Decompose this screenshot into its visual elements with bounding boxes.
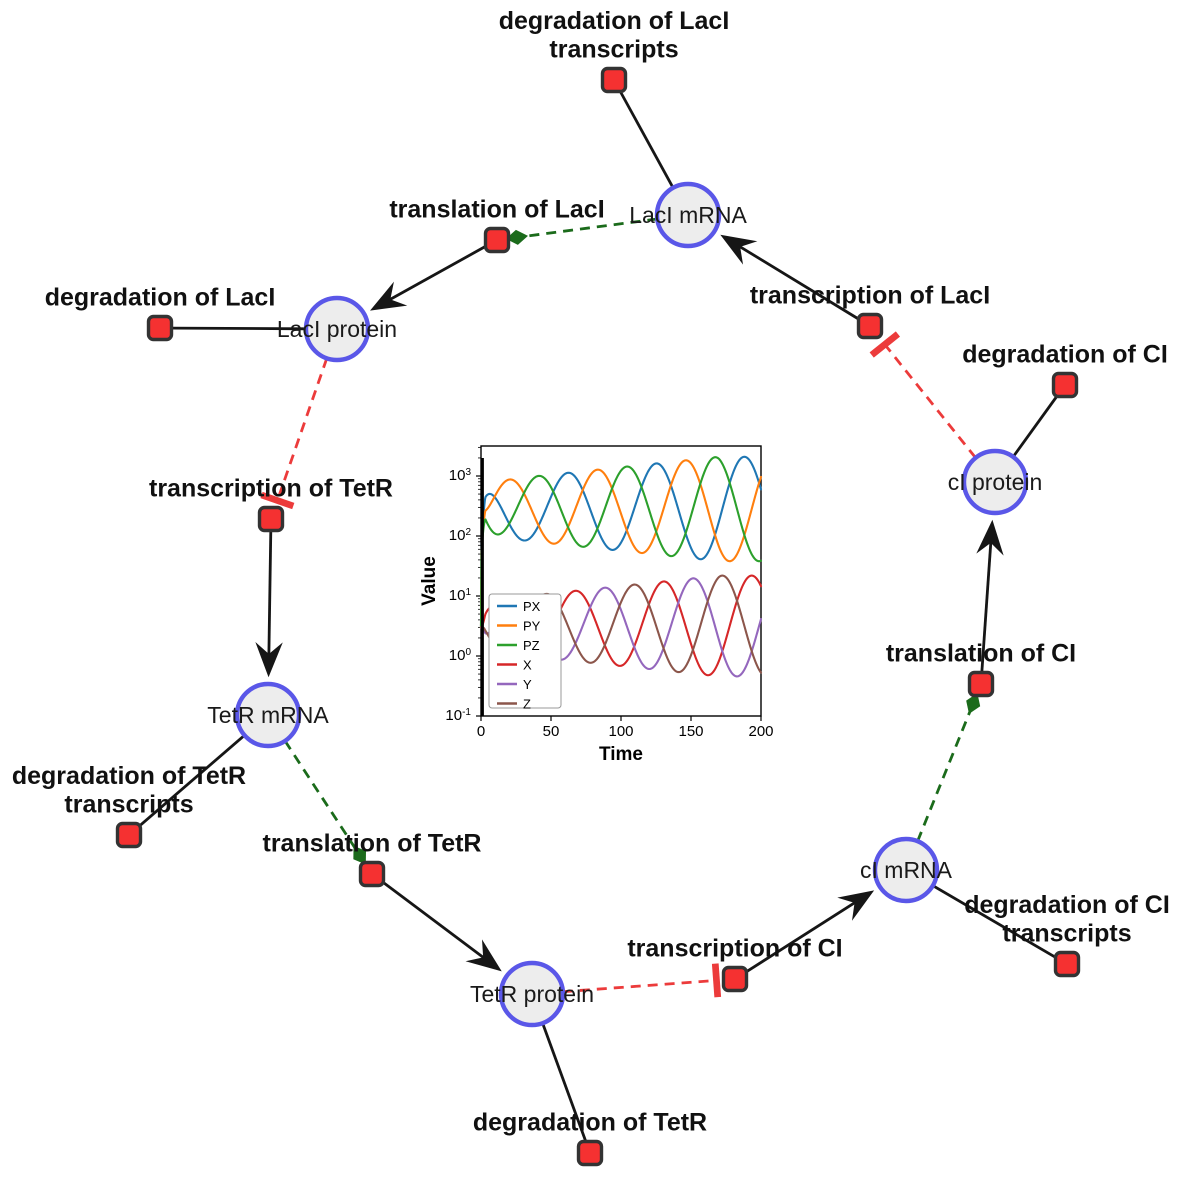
svg-text:cI protein: cI protein (948, 469, 1043, 495)
svg-text:150: 150 (678, 723, 703, 740)
svg-text:transcription of CI: transcription of CI (627, 935, 842, 963)
svg-text:X: X (523, 658, 532, 673)
svg-text:degradation of CI: degradation of CI (964, 891, 1170, 919)
svg-text:TetR mRNA: TetR mRNA (207, 702, 329, 728)
svg-text:200: 200 (748, 723, 773, 740)
svg-text:LacI protein: LacI protein (277, 316, 397, 342)
svg-text:translation of LacI: translation of LacI (389, 196, 604, 224)
svg-text:50: 50 (543, 723, 560, 740)
svg-text:101: 101 (449, 587, 472, 604)
svg-text:transcripts: transcripts (1002, 920, 1131, 948)
svg-text:100: 100 (608, 723, 633, 740)
svg-text:transcripts: transcripts (549, 36, 678, 64)
svg-text:Time: Time (599, 744, 643, 765)
svg-text:103: 103 (449, 467, 472, 484)
svg-text:degradation of TetR: degradation of TetR (473, 1109, 707, 1137)
svg-text:PX: PX (523, 599, 541, 614)
svg-text:degradation of CI: degradation of CI (962, 341, 1168, 369)
svg-text:Y: Y (523, 677, 532, 692)
svg-text:TetR protein: TetR protein (470, 981, 594, 1007)
svg-text:102: 102 (449, 527, 472, 544)
svg-text:PY: PY (523, 619, 541, 634)
svg-text:degradation of TetR: degradation of TetR (12, 762, 246, 790)
svg-text:transcription of LacI: transcription of LacI (750, 282, 990, 310)
svg-text:LacI mRNA: LacI mRNA (629, 202, 747, 228)
svg-text:Value: Value (419, 556, 440, 606)
svg-text:translation of TetR: translation of TetR (263, 830, 482, 858)
svg-text:transcription of TetR: transcription of TetR (149, 475, 393, 503)
svg-text:translation of CI: translation of CI (886, 640, 1076, 668)
svg-text:Z: Z (523, 697, 531, 712)
svg-text:degradation of LacI: degradation of LacI (499, 7, 730, 35)
svg-text:PZ: PZ (523, 638, 540, 653)
svg-text:cI mRNA: cI mRNA (860, 857, 953, 883)
svg-text:degradation of LacI: degradation of LacI (45, 284, 276, 312)
svg-text:10-1: 10-1 (445, 707, 471, 724)
svg-text:100: 100 (449, 647, 472, 664)
svg-text:0: 0 (477, 723, 485, 740)
svg-text:transcripts: transcripts (64, 791, 193, 819)
